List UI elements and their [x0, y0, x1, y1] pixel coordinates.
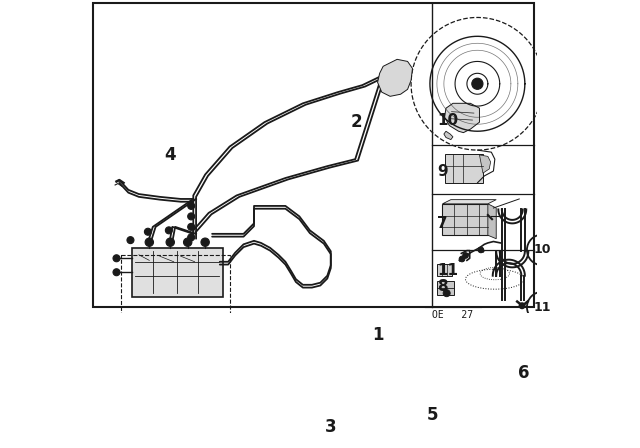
Circle shape [188, 224, 195, 230]
Circle shape [113, 269, 120, 276]
Circle shape [188, 202, 195, 209]
Circle shape [472, 78, 483, 89]
Circle shape [478, 247, 484, 253]
Polygon shape [444, 131, 453, 140]
Text: 2: 2 [351, 113, 362, 131]
Text: 1: 1 [372, 326, 383, 344]
Circle shape [127, 237, 134, 244]
Circle shape [165, 227, 172, 234]
Circle shape [460, 256, 465, 262]
Circle shape [145, 238, 154, 246]
Bar [442, 204, 488, 235]
Text: 5: 5 [426, 406, 438, 424]
Circle shape [201, 238, 209, 246]
Circle shape [184, 238, 192, 246]
Polygon shape [479, 155, 491, 173]
Polygon shape [378, 59, 412, 96]
Bar [122, 255, 230, 318]
Circle shape [166, 238, 175, 246]
Text: 3: 3 [325, 418, 337, 436]
Circle shape [463, 253, 468, 258]
Polygon shape [488, 204, 496, 239]
Text: 6: 6 [518, 365, 530, 383]
Circle shape [443, 290, 450, 297]
Circle shape [519, 303, 525, 309]
Circle shape [145, 228, 152, 235]
Text: 10: 10 [437, 112, 458, 128]
Text: 8: 8 [437, 279, 447, 294]
Circle shape [488, 214, 493, 220]
Circle shape [113, 255, 120, 262]
Polygon shape [445, 103, 479, 133]
Text: 10: 10 [534, 243, 551, 256]
Text: 11: 11 [534, 301, 551, 314]
Bar [437, 264, 452, 276]
Text: OE   27: OE 27 [433, 310, 474, 320]
Circle shape [188, 213, 195, 220]
Text: 11: 11 [437, 263, 458, 278]
Bar [445, 154, 483, 183]
Text: 7: 7 [437, 216, 447, 231]
Bar [437, 280, 454, 295]
Circle shape [188, 234, 195, 241]
Circle shape [404, 73, 411, 80]
Text: 4: 4 [164, 146, 176, 164]
Polygon shape [442, 200, 496, 204]
Circle shape [386, 81, 392, 86]
Text: 9: 9 [437, 164, 447, 178]
Bar [132, 248, 223, 297]
